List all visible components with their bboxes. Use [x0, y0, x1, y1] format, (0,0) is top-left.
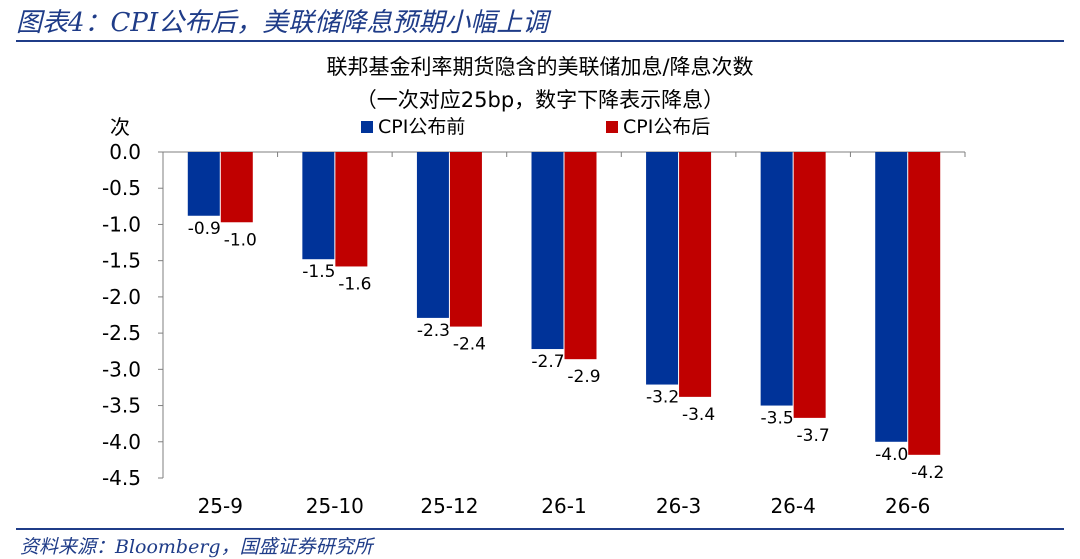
- x-tick-label: 25-10: [306, 494, 364, 518]
- bar-26-4-series-1: [760, 152, 793, 406]
- y-axis-label: 次: [110, 115, 130, 139]
- y-tick-label: -4.5: [102, 466, 141, 490]
- y-tick-label: -3.5: [102, 394, 141, 418]
- x-tick-label: 26-1: [541, 494, 586, 518]
- data-label-26-3-series-1: -3.2: [646, 388, 679, 408]
- bar-26-6-series-2: [908, 152, 941, 455]
- data-label-25-12-series-1: -2.3: [417, 321, 450, 341]
- figure-title: 图表4：CPI公布后，美联储降息预期小幅上调: [16, 8, 549, 38]
- header-rule: [16, 40, 1064, 42]
- bar-25-9-series-1: [187, 152, 220, 216]
- legend-swatch-1: [361, 121, 373, 133]
- data-label-26-6-series-1: -4.0: [875, 445, 908, 465]
- data-label-25-12-series-2: -2.4: [453, 335, 486, 355]
- legend-label-1: CPI公布前: [378, 116, 465, 138]
- y-tick-label: -1.0: [102, 212, 141, 236]
- x-tick-label: 25-9: [198, 494, 243, 518]
- data-label-25-9-series-1: -0.9: [188, 219, 221, 239]
- bar-25-10-series-2: [335, 152, 368, 267]
- bar-26-6-series-1: [875, 152, 908, 442]
- y-tick-label: -0.5: [102, 176, 141, 200]
- bar-25-12-series-1: [416, 152, 449, 318]
- data-label-25-10-series-1: -1.5: [302, 262, 335, 282]
- y-tick-label: 0.0: [109, 140, 141, 164]
- data-label-26-6-series-2: -4.2: [911, 463, 944, 483]
- x-tick-label: 26-4: [770, 494, 815, 518]
- footer-rule: [16, 528, 1064, 530]
- x-tick-label: 26-3: [656, 494, 701, 518]
- legend-swatch-2: [606, 121, 618, 133]
- data-label-26-4-series-1: -3.5: [761, 409, 794, 429]
- figure-source: 资料来源：Bloomberg，国盛证券研究所: [20, 536, 373, 558]
- figure-header: 图表4：CPI公布后，美联储降息预期小幅上调: [0, 0, 1080, 44]
- bar-26-3-series-2: [679, 152, 712, 397]
- bar-26-4-series-2: [793, 152, 826, 418]
- x-tick-label: 26-6: [885, 494, 930, 518]
- data-label-26-3-series-2: -3.4: [682, 405, 715, 425]
- bar-26-1-series-2: [564, 152, 597, 360]
- y-tick-label: -1.5: [102, 249, 141, 273]
- data-label-25-9-series-2: -1.0: [224, 230, 257, 250]
- y-tick-label: -4.0: [102, 430, 141, 454]
- bar-25-9-series-2: [220, 152, 253, 223]
- bar-25-12-series-2: [449, 152, 482, 327]
- bar-26-1-series-1: [531, 152, 564, 350]
- chart-subtitle: （一次对应25bp，数字下降表示降息）: [356, 88, 724, 112]
- chart-title: 联邦基金利率期货隐含的美联储加息/降息次数: [326, 55, 753, 79]
- data-label-26-1-series-1: -2.7: [531, 352, 564, 372]
- y-tick-label: -2.5: [102, 321, 141, 345]
- data-label-26-1-series-2: -2.9: [567, 367, 600, 387]
- data-label-26-4-series-2: -3.7: [797, 426, 830, 446]
- legend-label-2: CPI公布后: [623, 116, 710, 138]
- data-label-25-10-series-2: -1.6: [338, 274, 371, 294]
- bar-26-3-series-1: [646, 152, 679, 385]
- y-tick-label: -3.0: [102, 357, 141, 381]
- bar-25-10-series-1: [302, 152, 335, 260]
- x-tick-label: 25-12: [420, 494, 478, 518]
- y-tick-label: -2.0: [102, 285, 141, 309]
